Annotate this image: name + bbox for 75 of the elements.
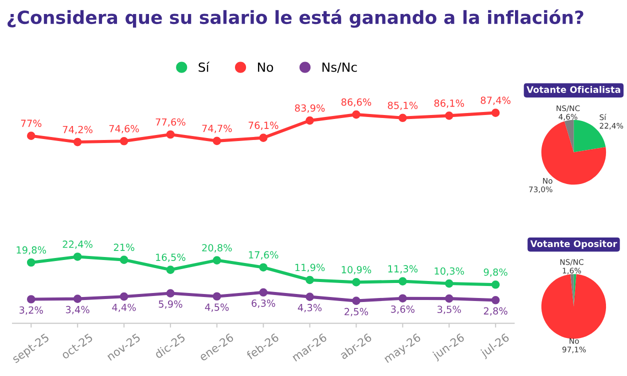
data-label: 19,8% xyxy=(16,246,46,255)
data-label: 22,4% xyxy=(62,240,92,249)
data-label: 2,8% xyxy=(484,307,508,316)
point xyxy=(491,108,500,117)
data-label: 85,1% xyxy=(388,102,418,110)
data-label: 10,9% xyxy=(342,266,372,274)
point xyxy=(166,130,175,139)
point xyxy=(444,294,454,303)
point xyxy=(212,256,222,264)
point xyxy=(259,263,268,272)
data-label: 74,6% xyxy=(109,124,139,134)
data-label: 20,8% xyxy=(202,244,232,252)
point xyxy=(73,252,82,261)
legend-label: Ns/Nc xyxy=(322,62,357,73)
data-label: 3,5% xyxy=(438,306,461,314)
chart-title: Votante Opositor xyxy=(530,240,618,249)
point xyxy=(120,136,128,146)
data-label: 3,2% xyxy=(20,306,43,315)
point xyxy=(306,116,314,125)
data-label: 2,5% xyxy=(344,308,368,316)
data-label: 4,5% xyxy=(205,303,229,312)
data-label: 21% xyxy=(114,244,134,252)
data-label: 6,3% xyxy=(252,300,276,308)
chart-title: ¿Considera que su salario le está ganando a la inflación? xyxy=(8,9,584,28)
point xyxy=(120,256,128,264)
point xyxy=(398,277,407,286)
point xyxy=(352,278,360,286)
legend-label: No xyxy=(258,62,274,72)
point xyxy=(212,292,222,301)
data-label: 86,1% xyxy=(434,99,464,108)
data-label: 5,9% xyxy=(158,300,182,309)
point xyxy=(259,134,268,142)
point xyxy=(491,296,500,304)
data-label: 11,3% xyxy=(388,265,418,274)
point xyxy=(444,112,454,120)
data-label: 74,7% xyxy=(202,124,232,134)
data-label: 17,6% xyxy=(248,251,278,260)
legend-label: Sí xyxy=(198,62,210,72)
point xyxy=(26,132,36,140)
data-label: 11,9% xyxy=(295,264,325,272)
point xyxy=(306,276,314,284)
point xyxy=(26,295,36,304)
point xyxy=(398,294,407,303)
data-label: 16,5% xyxy=(156,254,186,262)
point xyxy=(398,114,407,122)
point xyxy=(259,288,268,297)
point xyxy=(306,292,314,301)
data-label: 76,1% xyxy=(248,122,278,130)
data-label: 77% xyxy=(21,120,42,127)
point xyxy=(120,292,128,301)
point xyxy=(73,138,82,146)
pie-slice xyxy=(541,274,606,339)
data-label: 83,9% xyxy=(295,104,325,113)
point xyxy=(212,136,222,146)
data-label: 9,8% xyxy=(484,268,508,277)
data-label: 77,6% xyxy=(156,118,186,127)
chart-title: Votante Oficialista xyxy=(526,86,620,93)
data-label: 10,3% xyxy=(434,267,464,276)
point xyxy=(166,289,175,298)
point xyxy=(491,280,500,289)
point xyxy=(444,279,454,288)
pie-slice xyxy=(564,120,574,152)
data-label: 87,4% xyxy=(480,96,510,105)
data-label: 4,3% xyxy=(298,304,322,312)
point xyxy=(352,296,360,305)
point xyxy=(352,110,360,119)
data-label: 3,4% xyxy=(66,306,90,314)
data-label: 86,6% xyxy=(341,98,372,107)
point xyxy=(166,266,175,274)
pie-slice xyxy=(574,274,576,306)
data-label: 4,4% xyxy=(112,304,136,312)
data-label: 74,2% xyxy=(62,126,92,134)
point xyxy=(26,258,36,267)
data-label: 3,6% xyxy=(391,305,414,314)
point xyxy=(73,294,82,303)
